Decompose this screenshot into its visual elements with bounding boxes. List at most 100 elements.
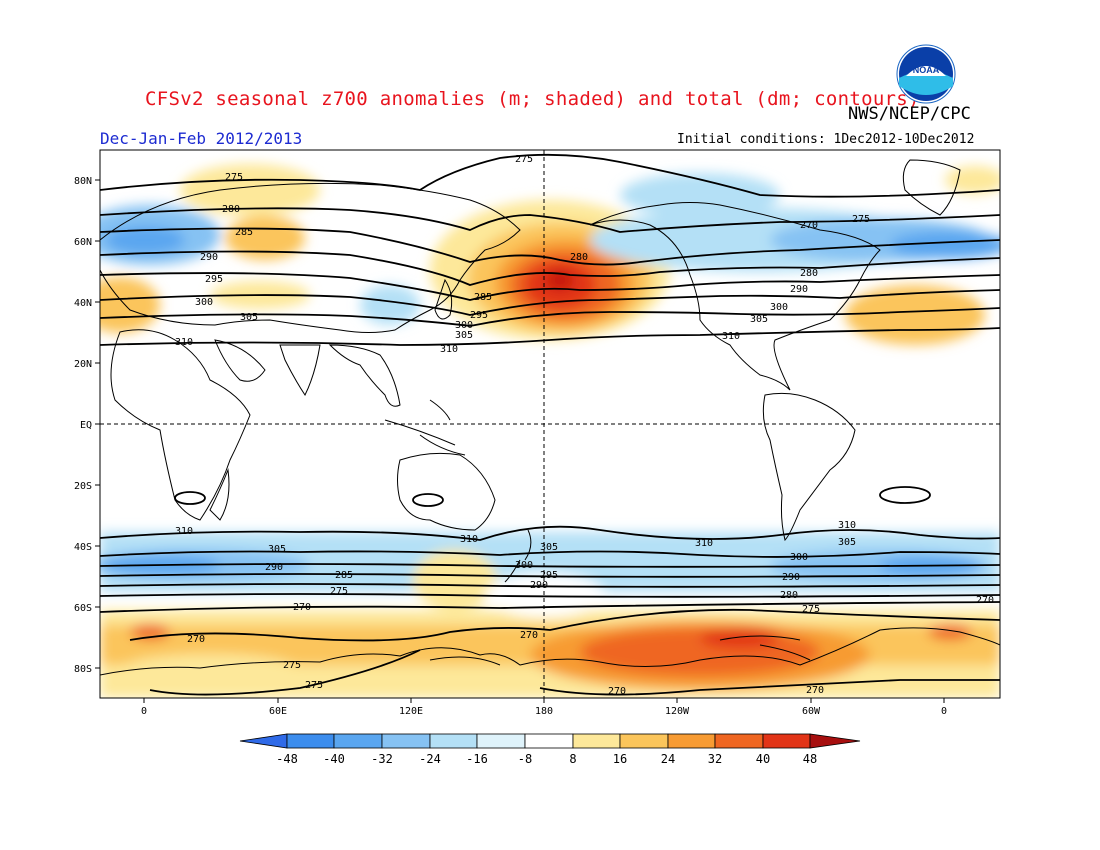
colorbar-swatch xyxy=(572,733,621,749)
contour-label: 295 xyxy=(205,274,223,285)
contour-label: 280 xyxy=(780,590,798,601)
contour-label: 310 xyxy=(440,344,458,355)
lat-tick-label: 40S xyxy=(74,542,92,553)
logo-text: NOAA xyxy=(913,65,940,75)
contour-label: 275 xyxy=(330,586,348,597)
colorbar-swatch xyxy=(619,733,669,749)
colorbar-swatch xyxy=(524,733,574,749)
contour-label: 290 xyxy=(790,284,808,295)
contour-label: 270 xyxy=(293,602,311,613)
contour-label: 290 xyxy=(782,572,800,583)
colorbar-swatch xyxy=(476,733,526,749)
colorbar-swatch xyxy=(429,733,478,749)
agency-label: NWS/NCEP/CPC xyxy=(848,104,971,124)
lat-tick-label: 60S xyxy=(74,603,92,614)
contour-label: 305 xyxy=(838,537,856,548)
contour-label: 295 xyxy=(540,570,558,581)
colorbar-label: -16 xyxy=(466,752,488,766)
contour-label: 270 xyxy=(976,595,994,606)
lat-tick-label: 40N xyxy=(74,298,92,309)
contour-label: 270 xyxy=(806,685,824,696)
season-label: Dec-Jan-Feb 2012/2013 xyxy=(100,129,303,148)
lon-tick-label: 0 xyxy=(141,706,147,717)
map-area xyxy=(100,150,1000,698)
colorbar-label: 8 xyxy=(569,752,576,766)
colorbar xyxy=(239,733,861,749)
contour-label: 275 xyxy=(305,680,323,691)
lon-tick-label: 120E xyxy=(399,706,423,717)
contour-label: 305 xyxy=(268,544,286,555)
colorbar-label: 24 xyxy=(661,752,675,766)
contour-label: 270 xyxy=(520,630,538,641)
contour-label: 290 xyxy=(530,580,548,591)
contour-label: 270 xyxy=(800,220,818,231)
lon-tick-label: 180 xyxy=(535,706,553,717)
contour-label: 275 xyxy=(225,172,243,183)
contour-label: 310 xyxy=(460,534,478,545)
colorbar-label: -40 xyxy=(323,752,345,766)
colorbar-swatch xyxy=(667,733,716,749)
initial-conditions-label: Initial conditions: 1Dec2012-10Dec2012 xyxy=(677,132,975,147)
lat-axis xyxy=(95,179,100,669)
contour-label: 270 xyxy=(187,634,205,645)
colorbar-label: 32 xyxy=(708,752,722,766)
colorbar-swatch xyxy=(333,733,383,749)
colorbar-label: 48 xyxy=(803,752,817,766)
contour-label: 285 xyxy=(235,227,253,238)
colorbar-label: 16 xyxy=(613,752,627,766)
lat-tick-label: 20S xyxy=(74,481,92,492)
lon-tick-label: 120W xyxy=(665,706,690,717)
lon-tick-label: 60E xyxy=(269,706,287,717)
contour-label: 275 xyxy=(802,604,820,615)
contour-label: 310 xyxy=(838,520,856,531)
colorbar-swatch xyxy=(381,733,431,749)
contour-label: 300 xyxy=(770,302,788,313)
contour-label: 300 xyxy=(790,552,808,563)
lon-tick-label: 60W xyxy=(802,706,821,717)
contour-label: 305 xyxy=(240,312,258,323)
lon-axis xyxy=(143,698,945,703)
contour-label: 290 xyxy=(200,252,218,263)
contour-label: 310 xyxy=(695,538,713,549)
lat-tick-label: 80S xyxy=(74,664,92,675)
contour-label: 305 xyxy=(455,330,473,341)
colorbar-swatch xyxy=(286,733,335,749)
lat-tick-label: 80N xyxy=(74,176,92,187)
colorbar-label: 40 xyxy=(756,752,770,766)
contour-label: 295 xyxy=(470,310,488,321)
colorbar-upper-arrow xyxy=(809,733,861,749)
colorbar-label: -32 xyxy=(371,752,393,766)
lon-tick-label: 0 xyxy=(941,706,947,717)
coastlines xyxy=(100,159,1000,676)
map-title: CFSv2 seasonal z700 anomalies (m; shaded… xyxy=(145,88,920,110)
contour-label: 280 xyxy=(222,204,240,215)
contour-label: 270 xyxy=(608,686,626,697)
contour-label: 310 xyxy=(175,526,193,537)
colorbar-label: -8 xyxy=(518,752,532,766)
contour-label: 310 xyxy=(722,331,740,342)
colorbar-label: -24 xyxy=(419,752,441,766)
lat-tick-label: 20N xyxy=(74,359,92,370)
contour-label: 285 xyxy=(335,570,353,581)
contour-label: 280 xyxy=(800,268,818,279)
contour-label: 275 xyxy=(283,660,301,671)
geopotential-contours xyxy=(100,153,1000,696)
contour-label: 305 xyxy=(750,314,768,325)
contour-label: 280 xyxy=(570,252,588,263)
colorbar-lower-arrow xyxy=(239,733,288,749)
lat-tick-label: 60N xyxy=(74,237,92,248)
contour-label: 285 xyxy=(474,292,492,303)
lat-tick-label: EQ xyxy=(80,420,92,431)
contour-label: 300 xyxy=(515,560,533,571)
colorbar-swatch xyxy=(714,733,764,749)
contour-label: 275 xyxy=(852,214,870,225)
contour-label-layer: 275 275 280 285 290 295 300 305 310 310 … xyxy=(175,154,994,697)
contour-label: 300 xyxy=(195,297,213,308)
anomaly-shading xyxy=(100,164,1000,698)
contour-label: 300 xyxy=(455,320,473,331)
colorbar-label: -48 xyxy=(276,752,298,766)
contour-label: 290 xyxy=(265,562,283,573)
noaa-logo: NOAA xyxy=(896,44,956,104)
contour-label: 305 xyxy=(540,542,558,553)
